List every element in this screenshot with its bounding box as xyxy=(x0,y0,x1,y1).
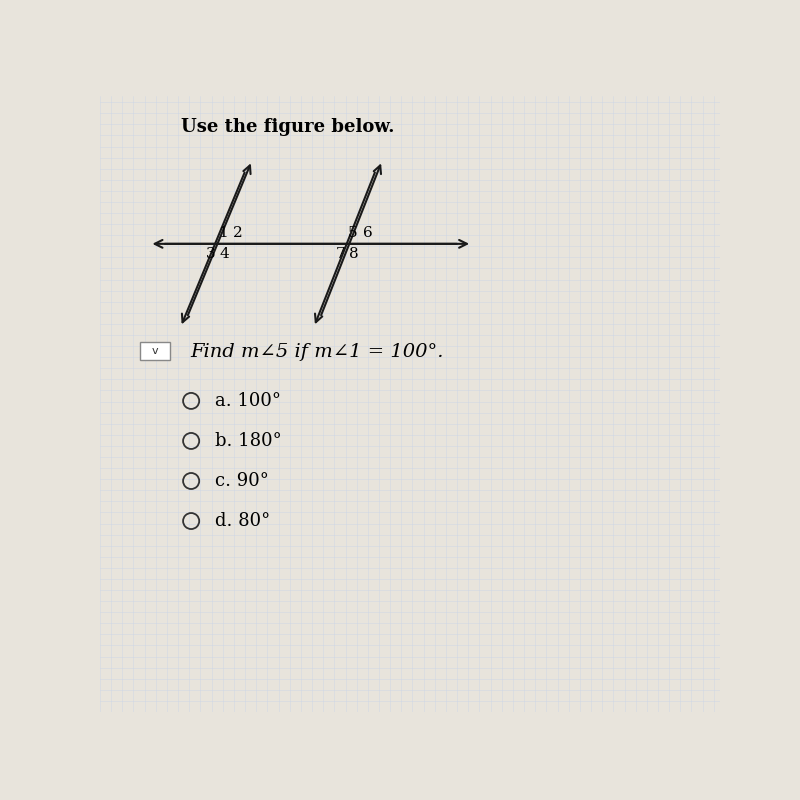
Text: 7: 7 xyxy=(336,247,346,262)
Text: d. 80°: d. 80° xyxy=(214,512,270,530)
Text: 6: 6 xyxy=(363,226,373,240)
Text: 5: 5 xyxy=(348,226,358,240)
Text: Use the figure below.: Use the figure below. xyxy=(181,118,394,135)
Text: 2: 2 xyxy=(233,226,242,240)
Text: Find m∠5 if m∠1 = 100°.: Find m∠5 if m∠1 = 100°. xyxy=(190,342,443,361)
Text: c. 90°: c. 90° xyxy=(214,472,269,490)
Text: b. 180°: b. 180° xyxy=(214,432,282,450)
Text: v: v xyxy=(152,346,158,356)
FancyBboxPatch shape xyxy=(140,342,170,360)
Text: 3: 3 xyxy=(206,247,215,262)
Text: a. 100°: a. 100° xyxy=(214,392,281,410)
Text: 8: 8 xyxy=(350,247,359,262)
Text: 4: 4 xyxy=(219,247,229,262)
Text: 1: 1 xyxy=(218,226,228,240)
